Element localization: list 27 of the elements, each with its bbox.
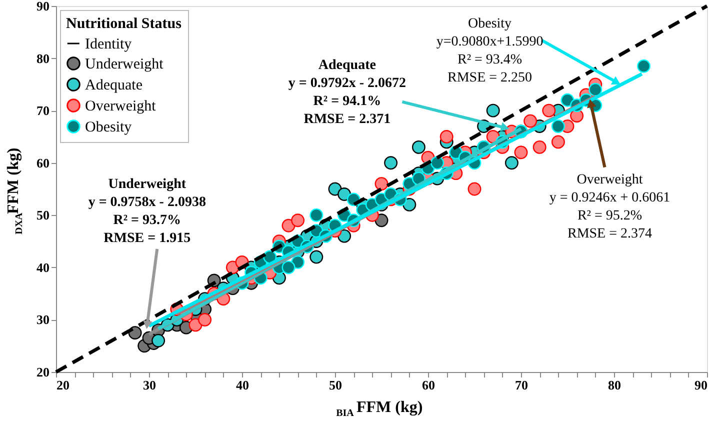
y-tick-label: 80 bbox=[36, 50, 50, 66]
legend-label: Obesity bbox=[85, 120, 132, 136]
legend-label: Overweight bbox=[85, 98, 157, 114]
x-tick-label: 50 bbox=[329, 378, 342, 392]
x-tick-label: 90 bbox=[694, 378, 708, 392]
y-tick-label: 40 bbox=[36, 260, 50, 275]
x-tick-label: 40 bbox=[236, 378, 249, 392]
annotation: Overweight y = 0.9246x + 0.6061 R² = 95.2% RMSE = 2.374 bbox=[549, 172, 670, 242]
y-tick-label: 50 bbox=[36, 208, 50, 223]
annotation: Underweight y = 0.9758x - 2.0938 R² = 93.7% RMSE = 1.915 bbox=[88, 176, 206, 246]
y-tick-label: 60 bbox=[36, 155, 50, 170]
legend-title: Nutritional Status bbox=[66, 16, 182, 32]
legend-label: Underweight bbox=[85, 56, 164, 72]
x-tick-label: 80 bbox=[608, 378, 621, 392]
y-tick-label: 20 bbox=[36, 364, 50, 380]
y-tick-label: 70 bbox=[36, 103, 50, 118]
y-axis-title: DXAFFM (kg) bbox=[5, 148, 25, 234]
annotation: Obesity y=0.9080x+1.5990 R² = 93.4% RMSE = 2.250 bbox=[436, 16, 544, 86]
annotation: Adequate y = 0.9792x - 2.0672 R² = 94.1% RMSE = 2.371 bbox=[288, 58, 406, 127]
x-tick-label: 60 bbox=[422, 378, 435, 392]
y-tick-label: 90 bbox=[36, 0, 50, 14]
x-tick-label: 20 bbox=[56, 378, 70, 392]
x-tick-label: 70 bbox=[515, 378, 528, 392]
x-tick-label: 30 bbox=[143, 378, 156, 392]
legend-label: Adequate bbox=[85, 78, 143, 94]
legend-label: Identity bbox=[85, 36, 132, 52]
y-tick-label: 30 bbox=[36, 312, 50, 328]
